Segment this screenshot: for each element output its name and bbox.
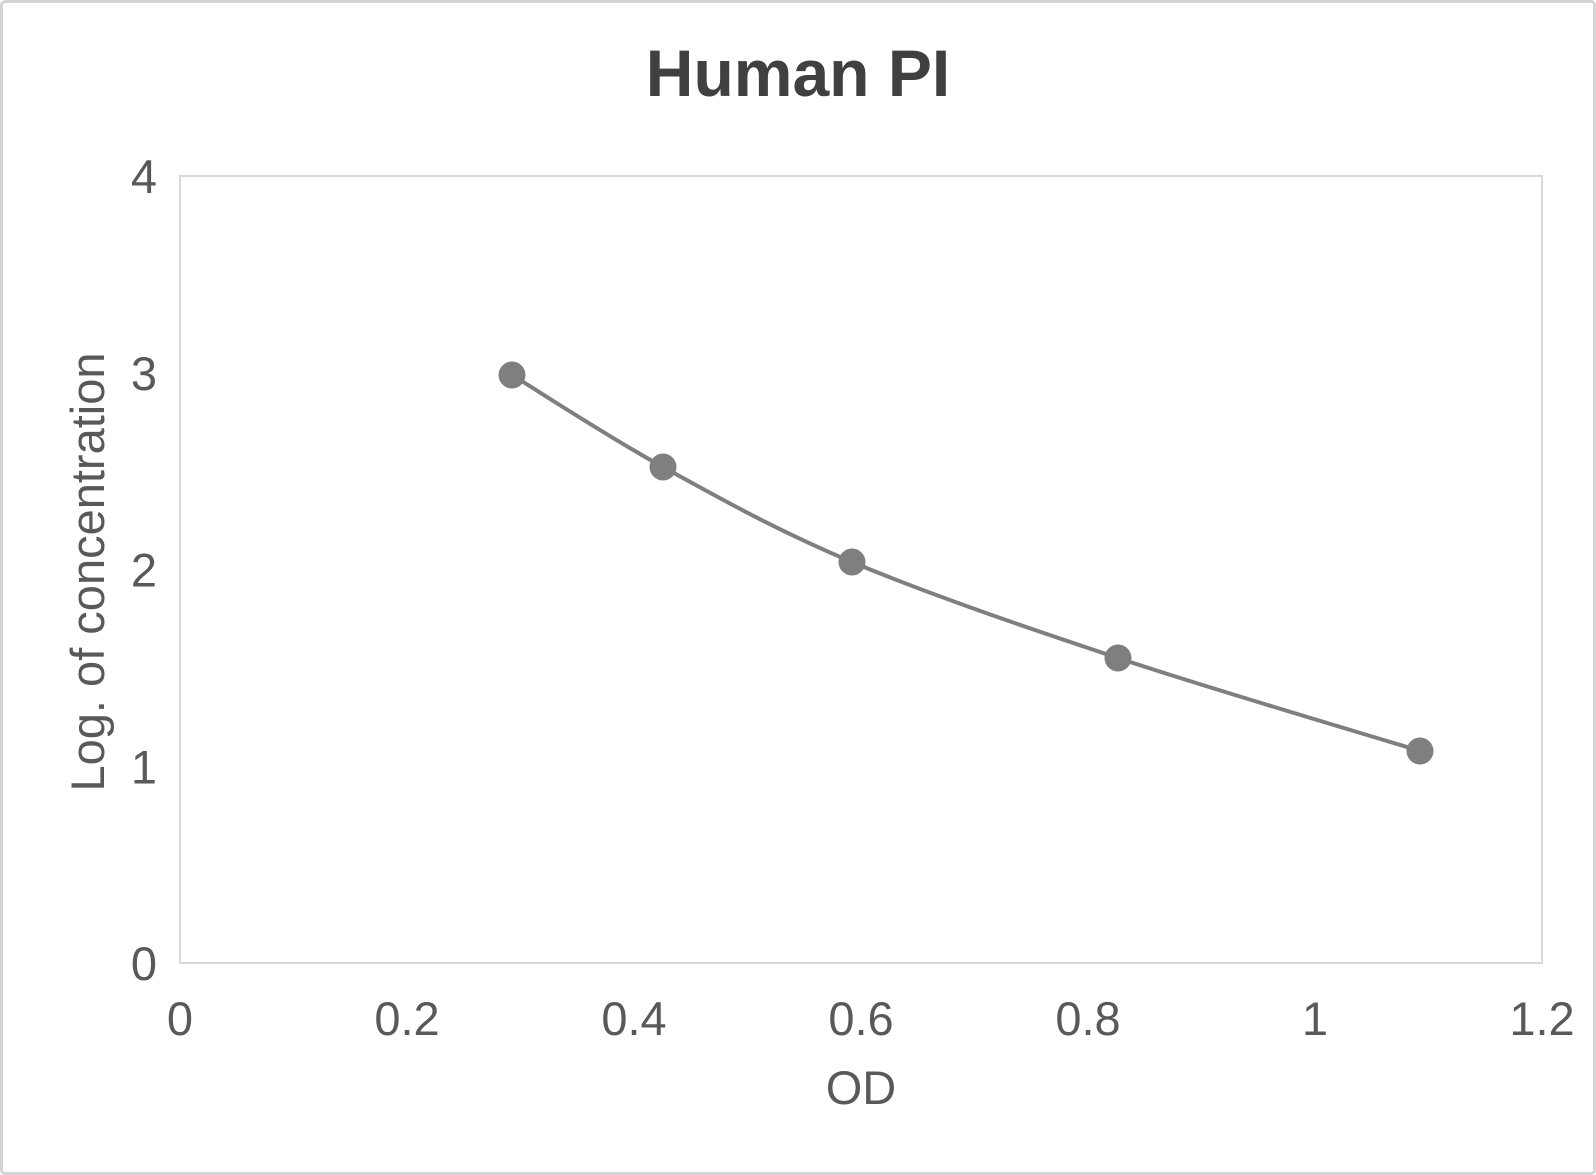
svg-text:0: 0: [167, 992, 193, 1045]
svg-text:1: 1: [1302, 992, 1328, 1045]
svg-text:0.6: 0.6: [828, 992, 893, 1045]
svg-text:Human PI: Human PI: [646, 36, 950, 110]
svg-text:0.2: 0.2: [374, 992, 439, 1045]
svg-text:OD: OD: [826, 1061, 897, 1114]
svg-text:0: 0: [131, 937, 157, 990]
svg-text:0.4: 0.4: [601, 992, 666, 1045]
svg-text:1: 1: [131, 740, 157, 793]
svg-text:3: 3: [131, 347, 157, 400]
svg-text:Log. of concentration: Log. of concentration: [61, 353, 114, 792]
svg-text:1.2: 1.2: [1509, 992, 1574, 1045]
svg-text:4: 4: [131, 150, 157, 203]
svg-text:2: 2: [131, 544, 157, 597]
svg-text:0.8: 0.8: [1055, 992, 1120, 1045]
